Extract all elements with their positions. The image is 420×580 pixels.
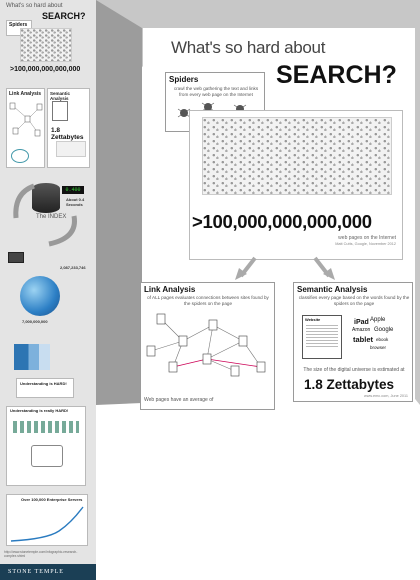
left-zetta: 1.8 Zettabytes (51, 127, 84, 141)
left-stat-two: 7,000,000,000 (22, 319, 48, 324)
website-doc-icon: Website (302, 315, 342, 359)
left-url: http://www.stonetemple.com/infographic-r… (4, 550, 78, 558)
link-graph (146, 313, 266, 377)
semantic-analysis-desc: classifies every page based on the words… (298, 295, 410, 306)
flow-arrows (235, 256, 335, 280)
panel-title-light: What's so hard about (171, 38, 326, 57)
zoomed-infographic: What's so hard about SEARCH? Spiders cra… (140, 28, 415, 410)
pages-box: >100,000,000,000,000 web pages on the In… (189, 110, 403, 260)
spiders-title: Spiders (169, 75, 199, 84)
left-spiders-label: Spiders (9, 22, 28, 28)
website-doc-lines (306, 325, 338, 349)
link-analysis-tail: Web pages have an average of (144, 397, 214, 403)
left-title-light: What's so hard about (6, 3, 63, 9)
big-number-sub: web pages on the Internet (338, 235, 396, 241)
spiders-desc: crawl the web gathering the text and lin… (173, 86, 259, 97)
big-number: >100,000,000,000,000 (192, 211, 372, 232)
word-ipad: iPad (354, 319, 369, 326)
left-link-badge (11, 149, 29, 163)
left-timer: 0.400 (62, 186, 84, 194)
left-globe-icon (20, 276, 60, 316)
zetta-value: 1.8 Zettabytes (304, 377, 395, 392)
left-link-graph (9, 102, 43, 137)
left-laptop-icon (8, 252, 24, 263)
stone-temple-logo: STONE TEMPLE (0, 564, 96, 580)
word-amazon: Amazon (352, 327, 371, 333)
semantic-analysis-title: Semantic Analysis (297, 285, 368, 294)
left-cycle-arrows (13, 183, 77, 247)
word-cloud: iPad Apple Amazon Google tablet browser … (352, 317, 410, 359)
left-link-label: Link Analysis (9, 91, 42, 97)
left-bar-chart (14, 344, 50, 370)
word-google: Google (374, 327, 394, 333)
left-page-pile (20, 28, 72, 62)
semantic-analysis-box: Semantic Analysis classifies every page … (293, 282, 413, 402)
left-growth-title: Over 100,000 Enterprise Servers (21, 497, 83, 502)
left-understanding-long-card: Understanding is really HARD! (6, 406, 86, 486)
link-analysis-title: Link Analysis (144, 285, 196, 294)
thumbnail-column: What's so hard about SEARCH? Spiders >10… (0, 0, 96, 580)
left-link-card: Link Analysis (6, 88, 45, 168)
left-title-bold: SEARCH? (42, 11, 86, 21)
index-database-icon (32, 183, 60, 213)
left-semantic-doc (52, 101, 68, 121)
zetta-source: www.emc.com, June 2011 (363, 394, 408, 398)
left-understanding: Understanding is HARD! (20, 381, 67, 386)
left-growth-curve (10, 506, 84, 542)
page-pile (202, 117, 392, 195)
zetta-intro: The size of the digital universe is esti… (303, 367, 405, 373)
left-about-time: About 0.4 Seconds (66, 197, 85, 207)
word-ebook: ebook (376, 337, 389, 342)
left-semantic-card: Semantic Analysis 1.8 Zettabytes (47, 88, 90, 168)
link-analysis-desc: of ALL pages evaluates connections betwe… (147, 295, 269, 306)
big-number-source: Matt Cutts, Google, November 2012 (335, 242, 396, 246)
left-index-label: The INDEX (36, 214, 67, 220)
left-device-icon (31, 445, 63, 467)
left-semantic-label: Semantic Analysis (50, 91, 71, 101)
left-stat-one: 2,087,233,746 (60, 265, 86, 270)
panel-title-bold: SEARCH? (276, 61, 397, 89)
left-semantic-chart (56, 141, 86, 157)
left-understanding-card: Understanding is HARD! (16, 378, 74, 398)
word-browser: browser (370, 345, 387, 350)
word-tablet: tablet (353, 335, 374, 344)
left-people-row (13, 421, 79, 433)
left-big-number: >100,000,000,000,000 (10, 66, 81, 73)
link-analysis-box: Link Analysis of ALL pages evaluates con… (140, 282, 275, 410)
website-doc-label: Website (305, 317, 321, 322)
left-understanding-long: Understanding is really HARD! (10, 408, 69, 413)
left-growth-card: Over 100,000 Enterprise Servers (6, 494, 88, 546)
word-apple: Apple (370, 317, 386, 323)
